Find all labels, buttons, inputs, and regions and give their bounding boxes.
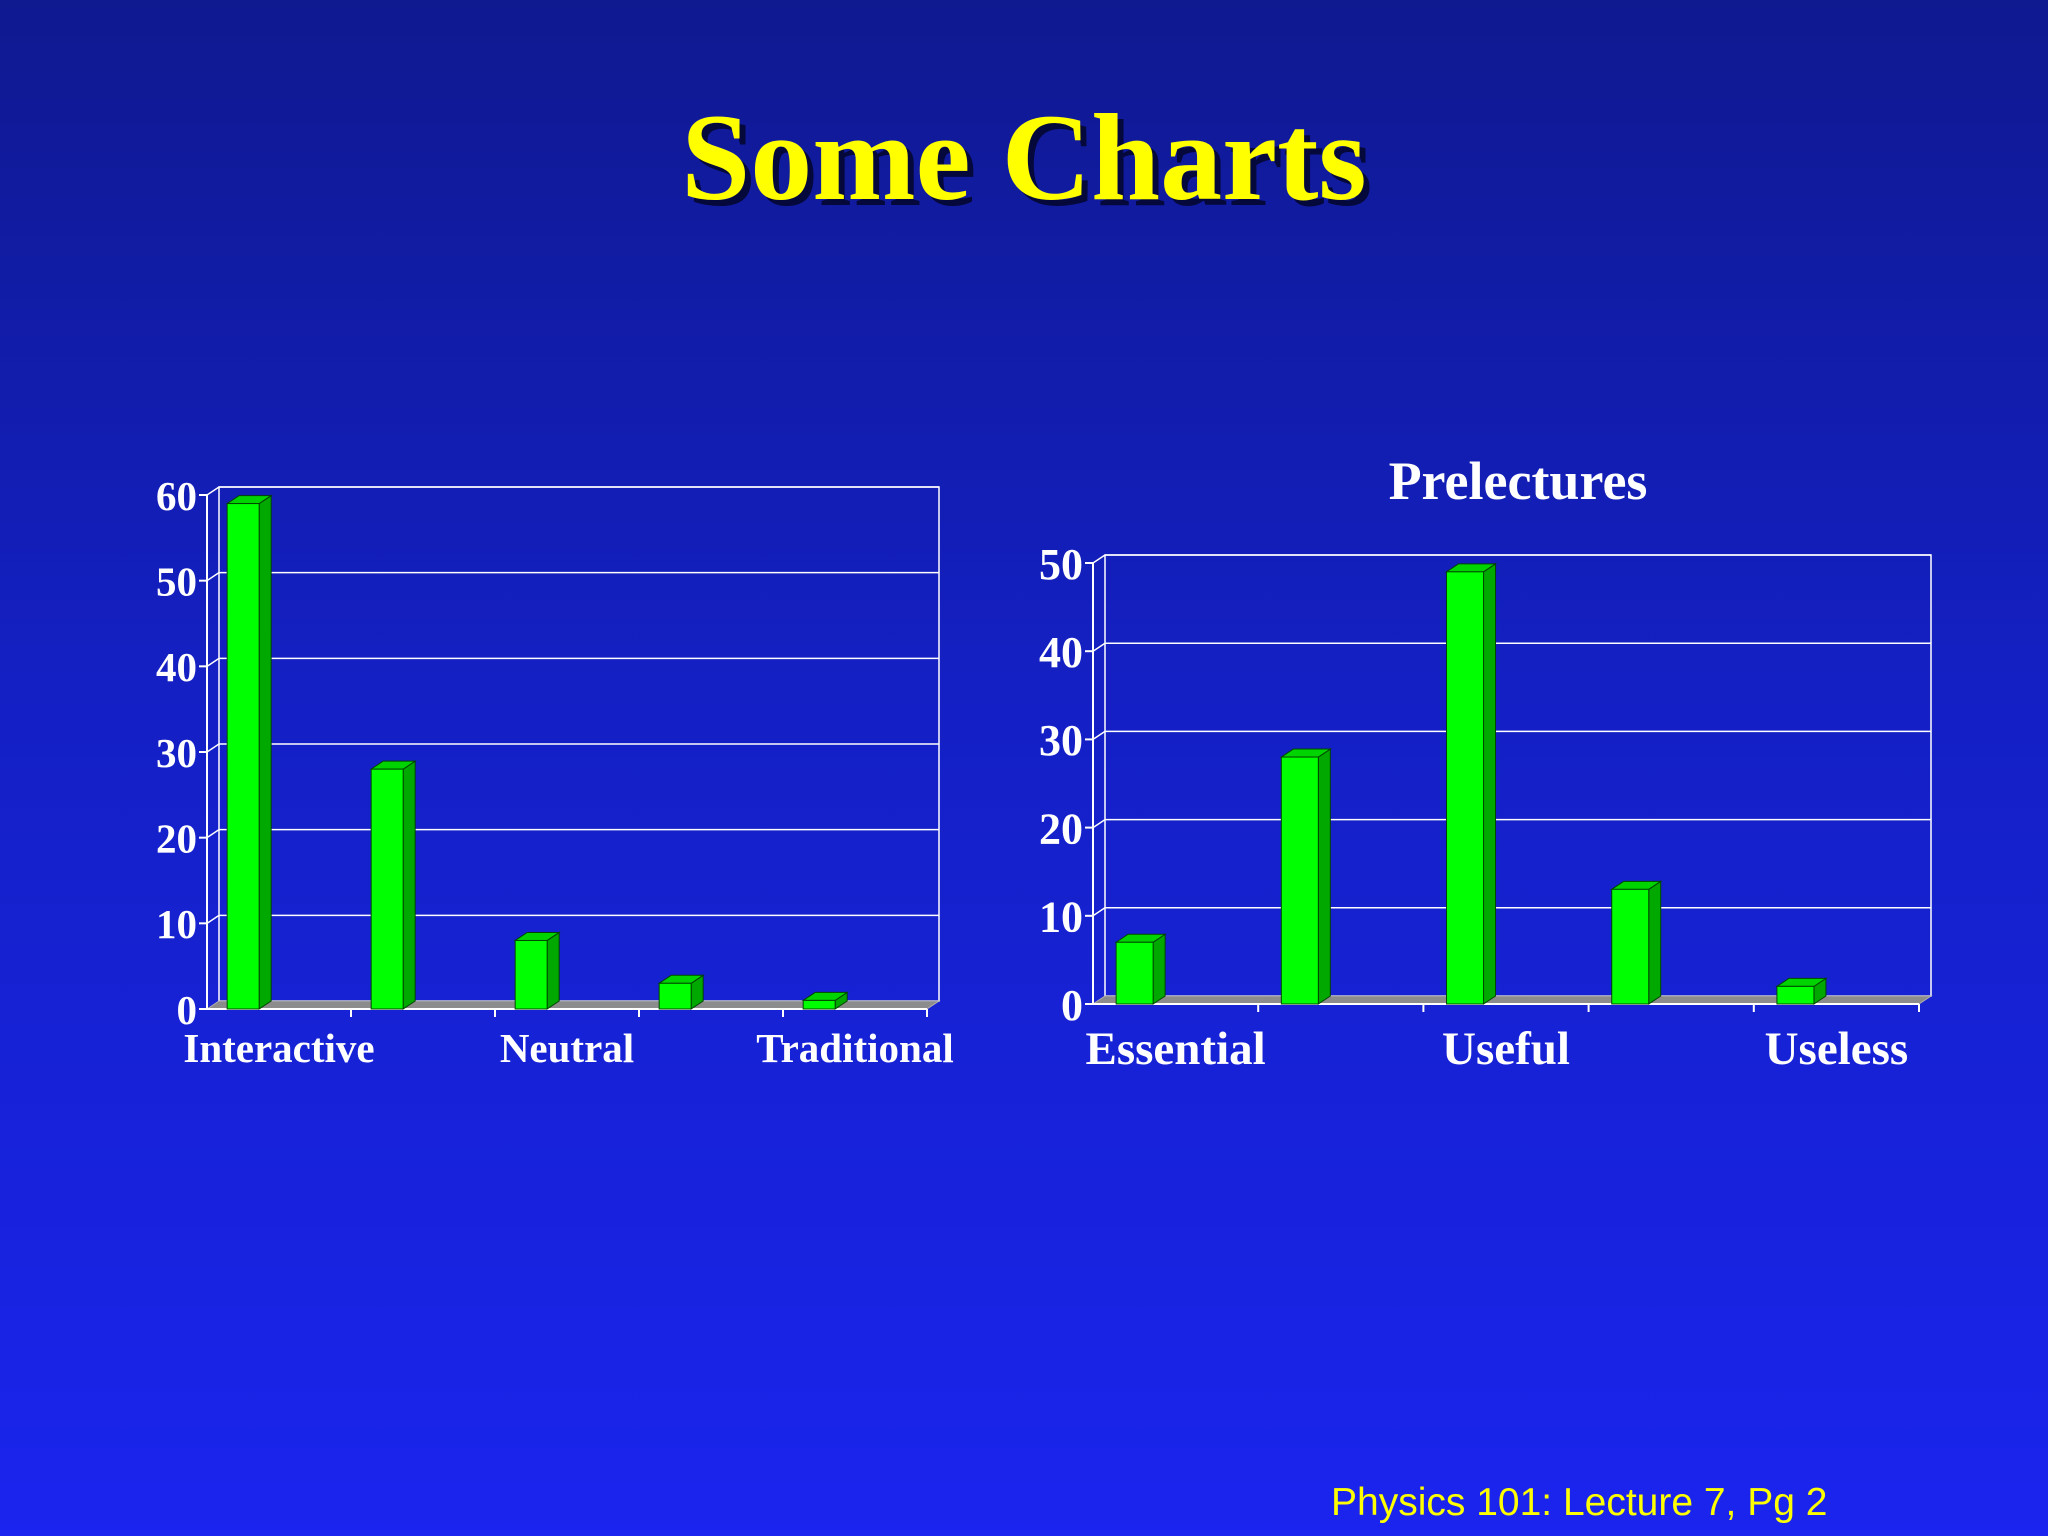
bar-front — [1611, 888, 1650, 1005]
bar — [1775, 977, 1828, 1005]
bar-front — [658, 982, 692, 1010]
bar-front — [802, 999, 836, 1010]
bar-front — [1115, 941, 1154, 1005]
y-tick-label: 50 — [156, 558, 197, 604]
y-tick-label: 30 — [156, 730, 197, 776]
x-category-label: Essential — [1085, 1023, 1265, 1075]
bar-front — [226, 503, 260, 1010]
bar — [1444, 562, 1498, 1005]
bar-front — [1280, 756, 1319, 1005]
slide-footer: Physics 101: Lecture 7, Pg 2 — [1331, 1481, 1828, 1524]
y-tick-label: 10 — [156, 901, 197, 947]
bar — [369, 760, 417, 1010]
gridline-depth — [1092, 642, 1106, 652]
slide-title: Some Charts — [681, 89, 1367, 226]
bar-side — [1317, 748, 1331, 1005]
bar-front — [1776, 985, 1815, 1005]
gridline-depth — [206, 743, 220, 753]
bar-front — [370, 768, 404, 1010]
bar-side — [1648, 880, 1662, 1005]
bar — [1279, 748, 1332, 1005]
y-tick-label: 0 — [177, 987, 198, 1033]
gridline-depth — [1092, 730, 1106, 741]
y-tick-label: 60 — [156, 473, 197, 519]
x-category-label: Traditional — [756, 1025, 953, 1071]
bar — [1610, 880, 1663, 1005]
x-category-label: Useful — [1442, 1023, 1570, 1075]
y-tick-label: 50 — [1039, 540, 1083, 589]
bar — [1114, 933, 1167, 1005]
gridline-depth — [1092, 818, 1106, 829]
x-category-label: Useless — [1765, 1023, 1909, 1075]
bar — [801, 991, 849, 1010]
gridline-depth — [1092, 554, 1106, 564]
bar — [225, 494, 273, 1010]
gridline-depth — [206, 486, 220, 496]
bar — [657, 974, 705, 1010]
y-tick-label: 40 — [1039, 628, 1083, 677]
y-tick-label: 20 — [156, 815, 197, 861]
bar-front — [1446, 571, 1485, 1005]
bar-side — [1483, 562, 1497, 1005]
chart-title: Prelectures — [1389, 451, 1648, 511]
y-tick-label: 40 — [156, 644, 197, 690]
bar — [513, 931, 561, 1010]
y-tick-label: 20 — [1039, 804, 1083, 853]
gridline-depth — [206, 829, 220, 839]
gridline-depth — [206, 914, 220, 924]
bar-side — [1152, 933, 1166, 1005]
x-category-label: Neutral — [500, 1025, 634, 1071]
x-category-label: Interactive — [183, 1025, 374, 1071]
y-tick-label: 10 — [1039, 893, 1083, 942]
y-tick-label: 30 — [1039, 716, 1083, 765]
y-tick-label: 0 — [1061, 981, 1083, 1030]
gridline-depth — [1092, 907, 1106, 917]
gridline-depth — [206, 657, 220, 667]
bar-front — [514, 939, 548, 1010]
plot-area-border — [1104, 554, 1932, 997]
gridline-depth — [206, 572, 220, 582]
